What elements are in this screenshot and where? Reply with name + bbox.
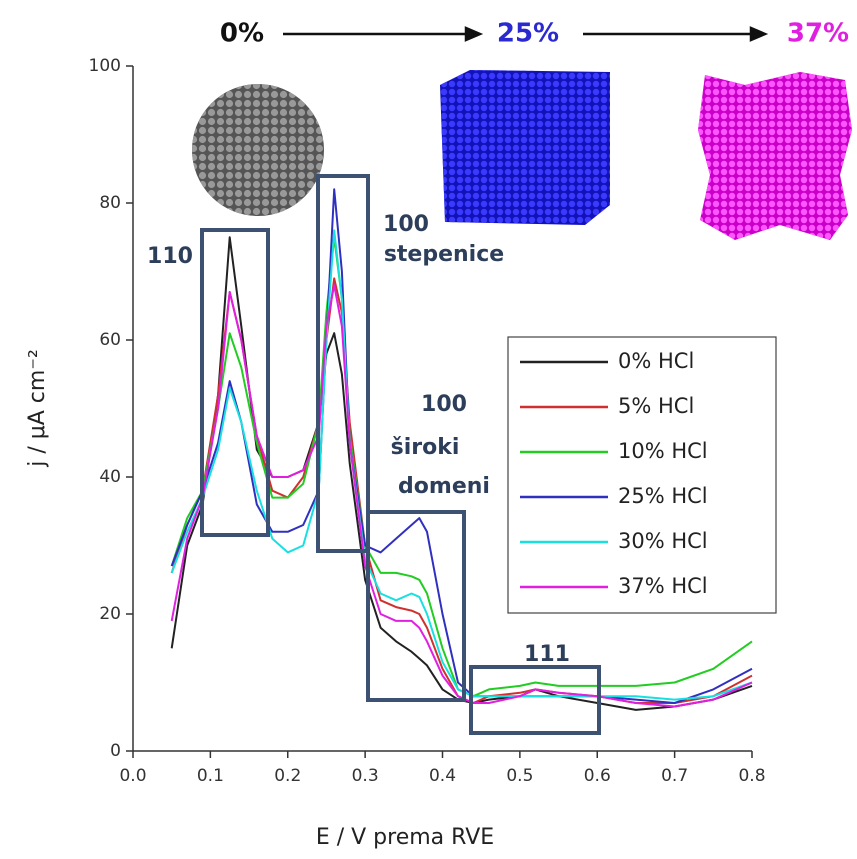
- etched-texture: [698, 72, 852, 240]
- legend-label: 0% HCl: [618, 349, 694, 373]
- region-box: [200, 228, 270, 537]
- annotation: 37%: [787, 19, 849, 49]
- arrow-head: [464, 26, 484, 42]
- y-tick-label: 80: [99, 193, 121, 213]
- annotation: 100: [421, 392, 467, 417]
- legend-label: 37% HCl: [618, 574, 708, 598]
- x-tick-label: 0.3: [352, 766, 379, 786]
- x-tick-label: 0.5: [506, 766, 533, 786]
- region-box: [469, 665, 601, 735]
- x-tick-label: 0.7: [661, 766, 688, 786]
- legend: [507, 336, 777, 614]
- y-tick-label: 20: [99, 604, 121, 624]
- x-tick-label: 0.0: [119, 766, 146, 786]
- annotation: široki: [391, 435, 460, 460]
- series-line: [170, 236, 753, 698]
- y-tick-label: 100: [89, 56, 121, 76]
- legend-label: 10% HCl: [618, 439, 708, 463]
- annotation: 100: [383, 212, 429, 237]
- region-box: [316, 174, 370, 553]
- plot: [170, 188, 753, 711]
- x-tick-label: 0.1: [197, 766, 224, 786]
- annotation: 0%: [220, 19, 264, 49]
- arrows: [283, 26, 769, 42]
- x-axis-label: E / V prema RVE: [316, 825, 494, 850]
- series-line: [170, 284, 753, 708]
- annotation: 25%: [497, 19, 559, 49]
- annotation: 110: [147, 244, 193, 269]
- x-tick-label: 0.6: [584, 766, 611, 786]
- region-box: [366, 510, 466, 702]
- arrow-head: [749, 26, 769, 42]
- legend-label: 25% HCl: [618, 484, 708, 508]
- annotation: 111: [524, 642, 570, 667]
- region-boxes: [200, 174, 601, 735]
- x-tick-label: 0.2: [274, 766, 301, 786]
- annotation: stepenice: [384, 242, 504, 267]
- x-tick-label: 0.4: [429, 766, 456, 786]
- legend-label: 30% HCl: [618, 529, 708, 553]
- y-tick-label: 0: [110, 741, 121, 761]
- sphere-texture: [192, 84, 324, 216]
- cube-texture: [440, 70, 610, 225]
- annotation: domeni: [398, 474, 490, 499]
- y-axis-label: j / μA cm⁻²: [25, 349, 50, 468]
- y-tick-label: 40: [99, 467, 121, 487]
- x-tick-label: 0.8: [738, 766, 765, 786]
- legend-label: 5% HCl: [618, 394, 694, 418]
- series-line: [170, 229, 753, 701]
- y-tick-label: 60: [99, 330, 121, 350]
